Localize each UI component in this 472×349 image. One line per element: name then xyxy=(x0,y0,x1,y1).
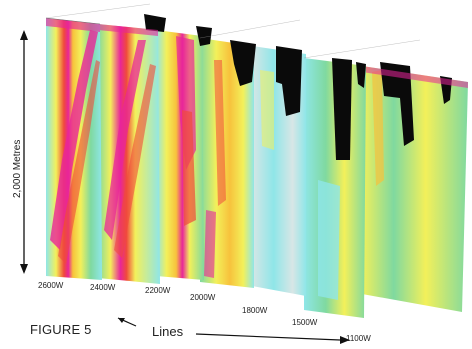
depth-axis-label: 2,000 Metres xyxy=(12,139,23,198)
line-label-2600W: 2600W xyxy=(38,281,64,290)
section-1800W xyxy=(252,46,306,296)
section-2400W xyxy=(98,14,166,284)
section-2600W xyxy=(45,17,102,280)
line-label-1500W: 1500W xyxy=(292,318,318,327)
depth-arrow xyxy=(20,30,28,274)
section-2000W xyxy=(200,38,256,288)
figure-label: FIGURE 5 xyxy=(30,322,92,337)
section-2200W xyxy=(156,26,212,280)
line-label-2400W: 2400W xyxy=(90,283,116,292)
line-label-1100W: 1100W xyxy=(346,334,371,343)
line-label-2000W: 2000W xyxy=(190,293,216,302)
section-1500W xyxy=(304,58,366,318)
section-1100W xyxy=(362,62,468,312)
line-label-2200W: 2200W xyxy=(145,286,171,295)
line-label-1800W: 1800W xyxy=(242,306,268,315)
lines-axis-label: Lines xyxy=(152,324,184,339)
perspective-lines xyxy=(45,3,421,59)
lines-arrow xyxy=(117,317,350,344)
